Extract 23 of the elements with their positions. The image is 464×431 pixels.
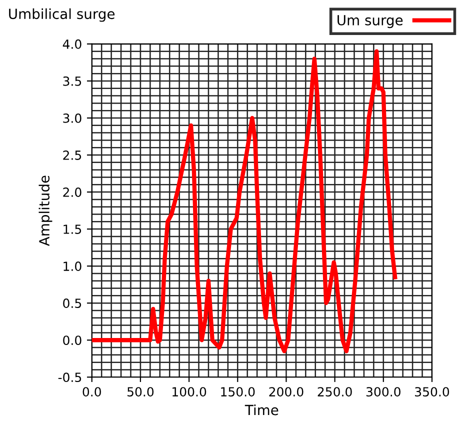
x-tick-label: 150.0 [221,387,255,397]
x-tick-label: 0.0 [82,387,101,397]
x-tick-label: 350.0 [415,387,450,397]
y-tick-label: 3.5 [63,76,82,86]
x-tick-label: 200.0 [269,387,304,397]
y-tick-label: 2.5 [63,150,82,160]
x-tick-label: 300.0 [366,387,400,397]
y-tick-label: 0.0 [63,336,82,346]
y-tick-label: 2.0 [63,188,82,197]
y-axis-title: Amplitude [38,176,52,246]
y-tick-label: 4.0 [62,39,82,49]
chart-title: Umbilical surge [9,8,115,22]
x-axis-title: Time [244,404,278,416]
x-tick-label: 100.0 [172,387,206,397]
y-tick-label: 1.0 [64,262,82,271]
x-tick-label: 250.0 [318,387,352,397]
legend-label: Um surge [338,15,403,28]
y-tick-label: 3.0 [63,113,82,123]
line-series [92,49,398,354]
x-tick-label: 50.0 [128,387,154,397]
y-tick-label: -0.5 [58,372,82,382]
y-tick-label: 1.5 [64,224,82,234]
y-tick-label: 0.5 [63,298,82,308]
